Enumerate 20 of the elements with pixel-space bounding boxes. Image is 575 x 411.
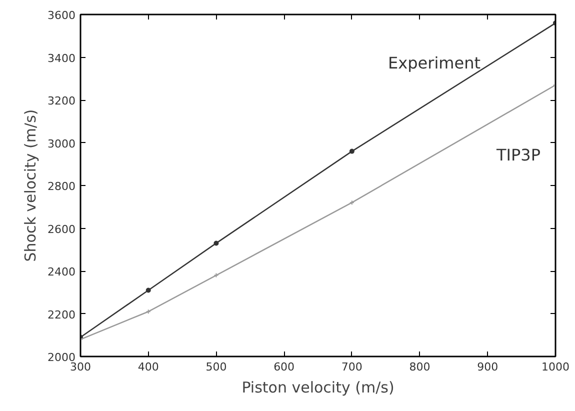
series-label: TIP3P [496,146,541,165]
y-tick-label: 2600 [48,222,76,236]
y-tick-label: 3400 [48,52,76,65]
y-tick-label: 2400 [48,266,76,278]
x-tick-label: 1000 [542,360,570,374]
x-tick-label: 600 [274,360,295,374]
x-tick-label: 300 [70,360,91,374]
x-tick-label: 800 [409,360,430,374]
y-tick-label: 2200 [48,308,76,322]
x-axis-title: Piston velocity (m/s) [242,378,394,396]
y-tick-label: 3200 [48,94,76,108]
y-tick-label: 3000 [48,137,76,150]
y-tick-label: 2800 [48,180,76,193]
x-tick-label: 700 [341,360,362,374]
series-label: Experiment [388,54,481,73]
x-tick-label: 900 [477,360,498,374]
y-axis-title: Shock velocity (m/s) [22,109,40,262]
x-tick-label: 400 [138,360,159,374]
y-tick-label: 3600 [48,9,76,22]
x-tick-label: 500 [206,360,227,374]
